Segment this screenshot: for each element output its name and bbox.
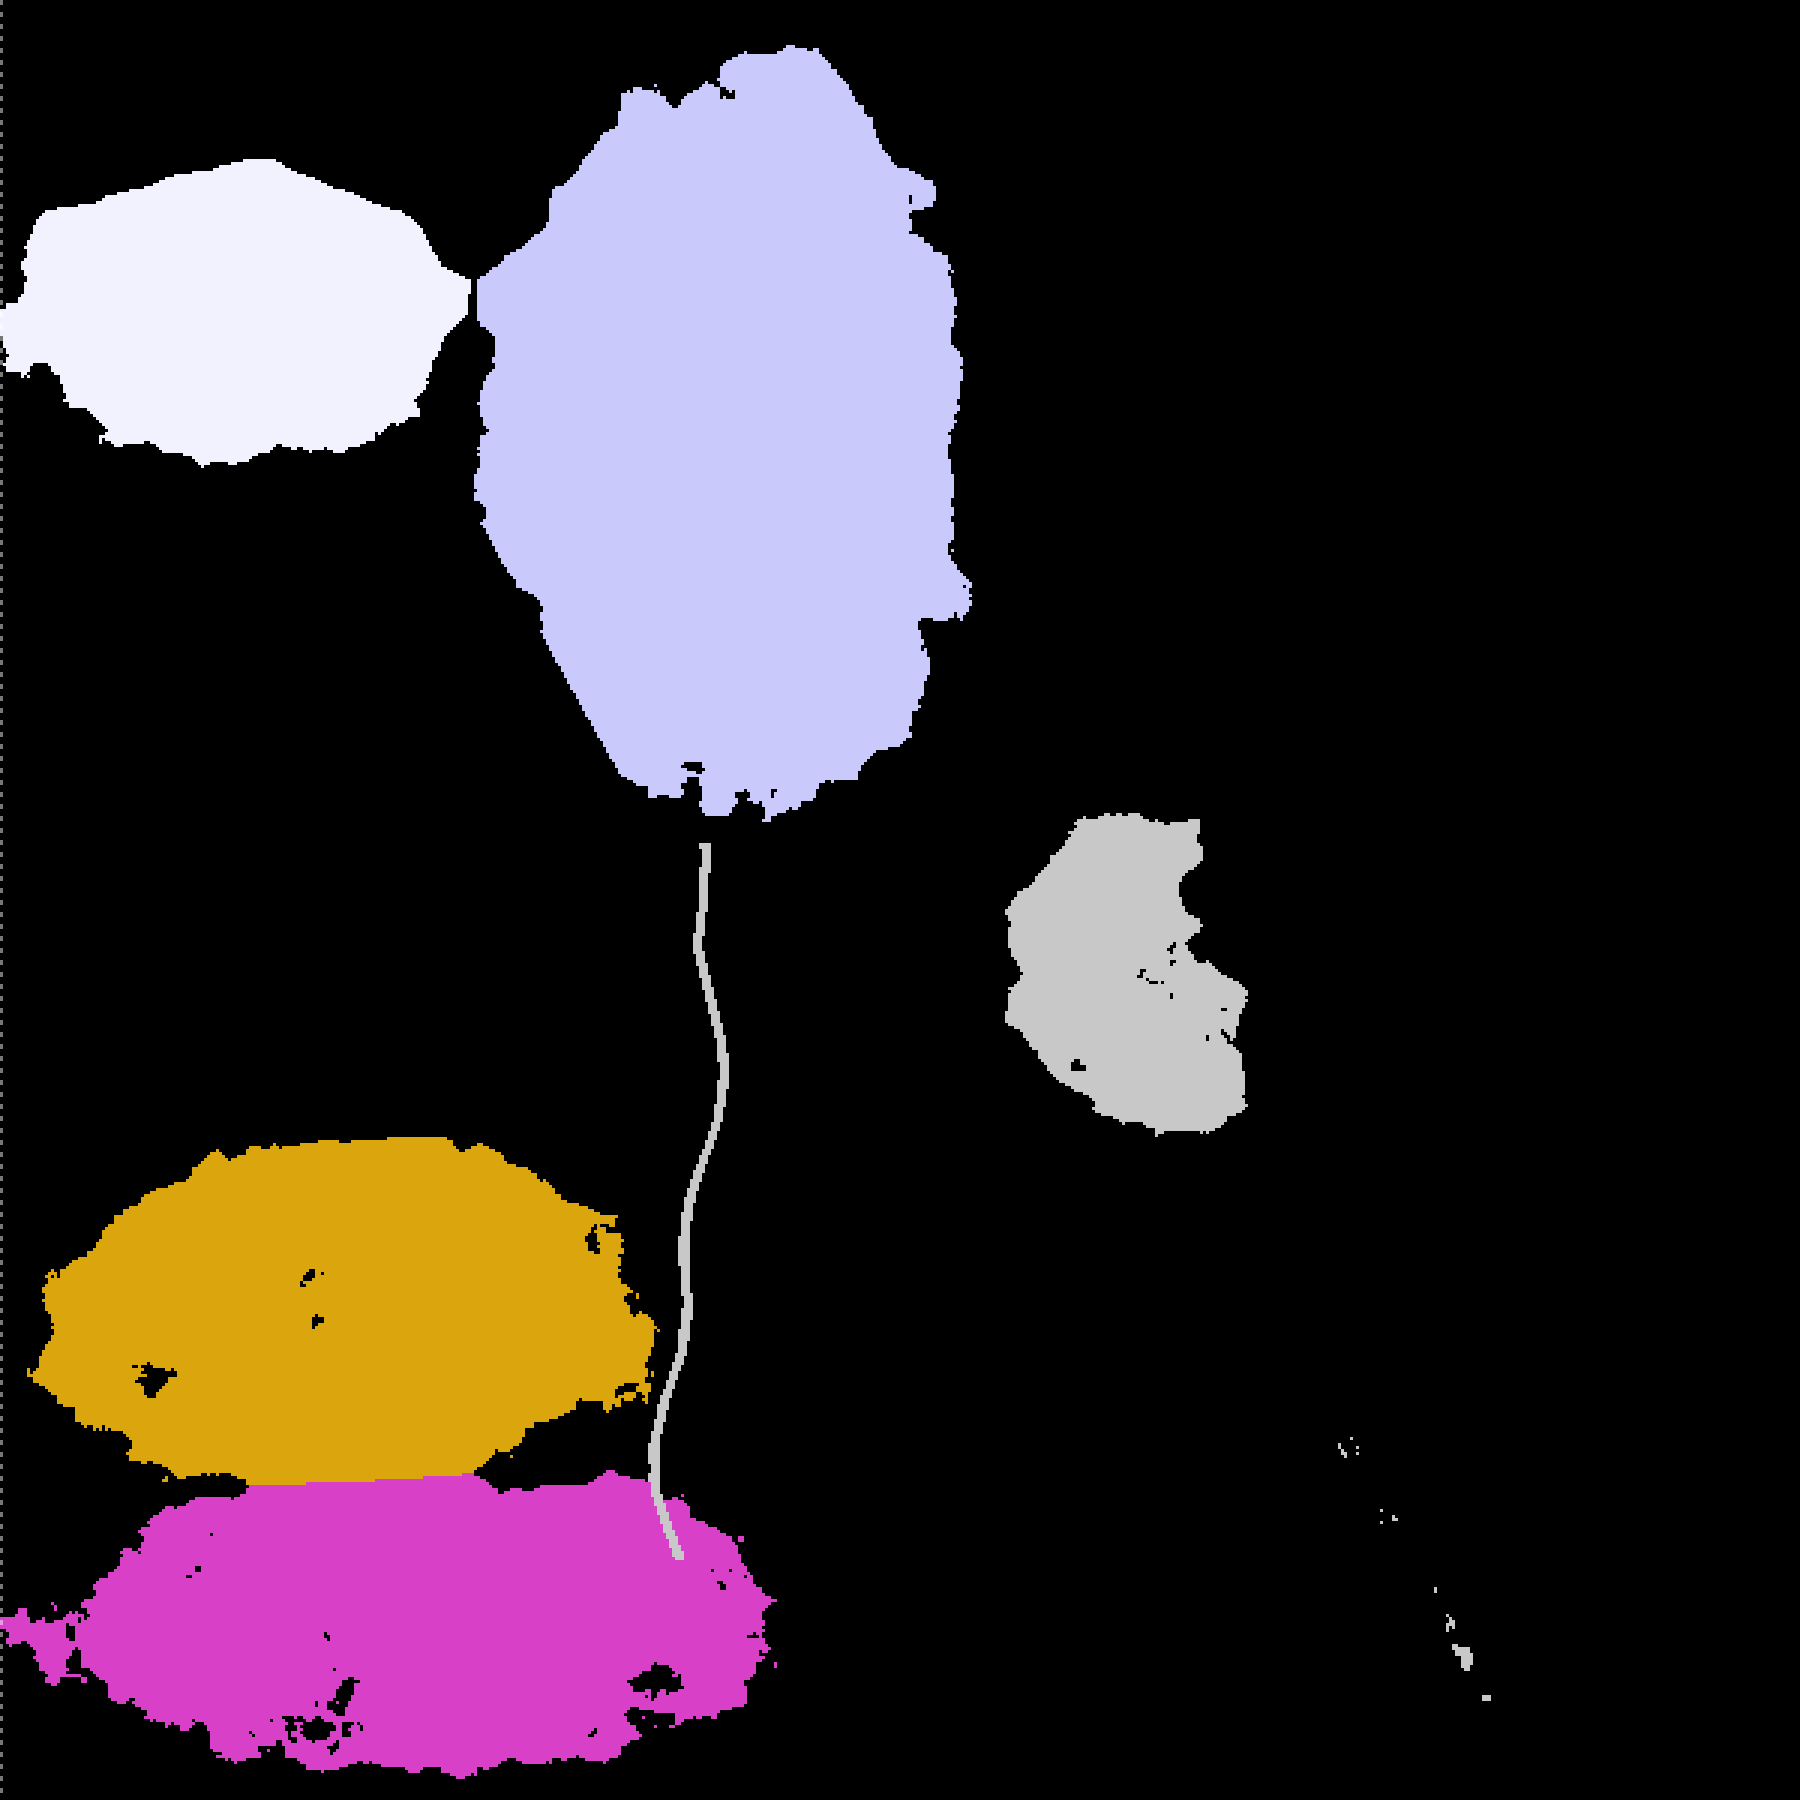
raster-viewport[interactable]: False-colour supervised classification o…: [0, 0, 1800, 1800]
classified-raster-image: [0, 0, 1800, 1800]
